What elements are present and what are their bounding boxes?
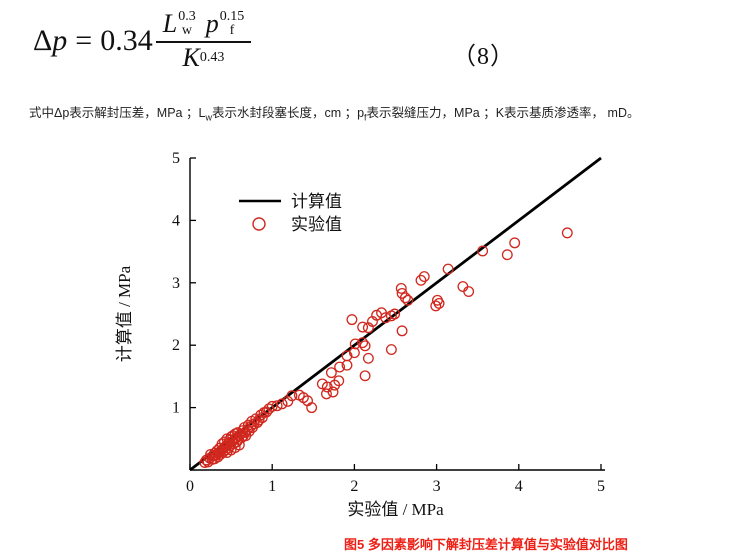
scatter-point — [334, 361, 346, 373]
scatter-point — [509, 237, 521, 249]
scatter-point — [271, 400, 283, 412]
scatter-point — [253, 414, 265, 426]
scatter-point — [260, 406, 272, 418]
scatter-point — [442, 263, 454, 275]
chart-caption: 图5 多因素影响下解封压差计算值与实验值对比图 — [344, 537, 628, 552]
y-tick-label: 5 — [172, 150, 180, 167]
scatter-point — [430, 300, 442, 312]
comparison-chart: 0 1 2 3 4 5 1 2 3 4 5 实验值 / MPa 计算值 / MPa 计算值实验值 — [85, 145, 645, 520]
formula-lhs: Δp — [33, 23, 68, 57]
scatter-point — [463, 286, 475, 297]
scatter-point — [276, 398, 288, 410]
scatter-point — [321, 388, 332, 400]
scatter-point — [325, 367, 337, 379]
y-tick-label: 2 — [172, 337, 180, 354]
x-tick-label: 1 — [268, 478, 276, 495]
equation-8: Δp = 0.34 L 0.3 w p 0.15 f K 0.43 — [33, 9, 252, 72]
y-tick-label: 1 — [172, 400, 180, 417]
scatter-point — [306, 402, 318, 414]
x-tick-label: 3 — [433, 478, 441, 495]
scatter-point — [389, 308, 401, 320]
scatter-point — [346, 314, 358, 326]
y-tick-label: 4 — [172, 212, 180, 229]
x-tick-label: 4 — [515, 478, 523, 495]
equation-number: （8） — [452, 44, 515, 70]
scatter-point — [395, 282, 407, 294]
scatter-point — [245, 420, 257, 432]
scatter-point — [396, 287, 408, 299]
legend-label-calculated: 计算值 — [291, 192, 342, 211]
variable-description: 式中Δp表示解封压差，MPa ；Lw表示水封段塞长度，cm ；pf表示裂缝压力，… — [29, 106, 640, 123]
legend-label-experimental: 实验值 — [291, 215, 342, 234]
scatter-point — [396, 325, 408, 337]
formula-coefficient: 0.34 — [100, 23, 153, 57]
scatter-point — [255, 409, 267, 421]
scatter-point — [433, 297, 445, 309]
y-tick-label: 3 — [172, 275, 180, 292]
scatter-point — [561, 227, 573, 239]
scatter-point — [357, 321, 369, 333]
scatter-point — [327, 386, 339, 398]
scatter-point — [415, 274, 427, 286]
scatter-point — [286, 390, 298, 402]
scatter-point — [362, 352, 374, 364]
formula-fraction: L 0.3 w p 0.15 f K 0.43 — [155, 9, 252, 72]
scatter-point — [402, 294, 414, 306]
scatter-point — [418, 271, 430, 283]
y-axis-label: 计算值 / MPa — [115, 265, 134, 362]
scatter-point — [385, 344, 397, 356]
x-tick-label: 0 — [186, 478, 194, 495]
scatter-point — [501, 249, 513, 261]
x-axis-label: 实验值 / MPa — [347, 500, 444, 519]
scatter-point — [359, 370, 371, 382]
scatter-point — [348, 347, 360, 359]
scatter-point — [359, 340, 371, 352]
scatter-point — [457, 281, 469, 292]
scatter-point — [380, 312, 392, 324]
x-tick-label: 2 — [350, 478, 358, 495]
scatter-point — [243, 425, 255, 437]
scatter-point — [266, 400, 278, 412]
fraction-numerator: L 0.3 w p 0.15 f — [155, 9, 252, 43]
x-tick-label: 5 — [597, 478, 605, 495]
scatter-point — [341, 350, 353, 362]
scatter-point — [233, 439, 245, 451]
scatter-point — [357, 337, 369, 349]
fraction-denominator: K 0.43 — [182, 43, 225, 72]
scatter-point — [333, 375, 345, 387]
equals-sign: = — [75, 23, 93, 57]
legend-circle-sample — [252, 217, 266, 231]
scatter-point — [477, 245, 489, 257]
